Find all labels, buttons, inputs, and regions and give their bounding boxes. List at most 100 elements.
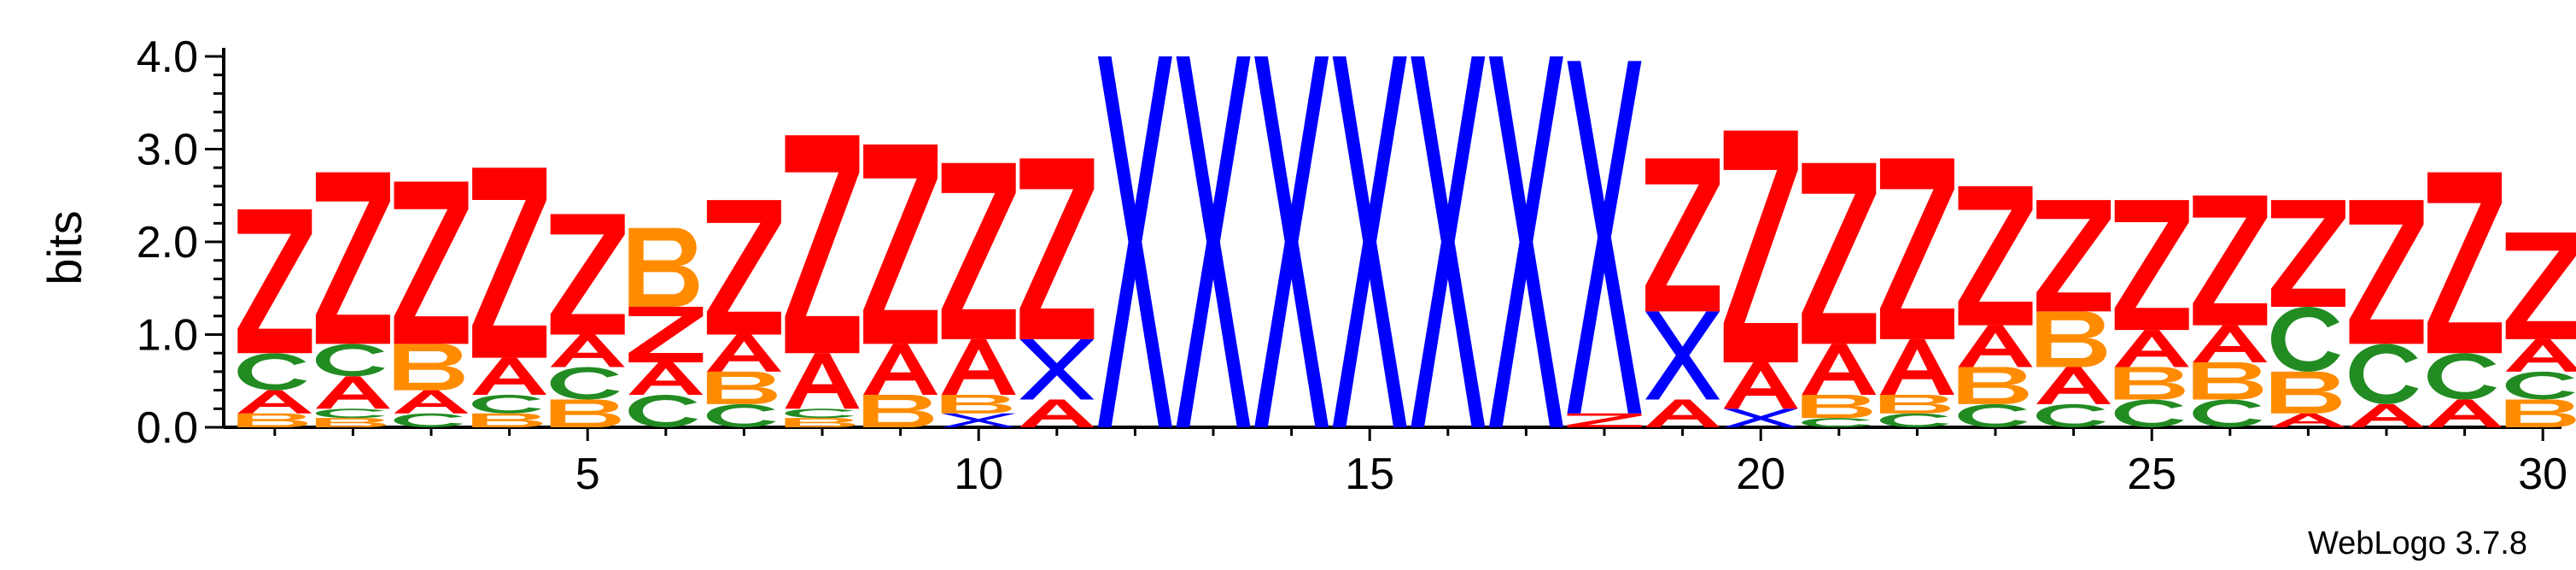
logo-column-27 [2270, 200, 2345, 427]
weblogo-credit: WebLogo 3.7.8 [2308, 526, 2527, 561]
logo-letter-Z [941, 162, 1016, 339]
logo-letter-A [315, 376, 390, 409]
x-tick-label: 10 [954, 450, 1003, 499]
logo-column-24 [2036, 200, 2112, 427]
logo-column-11 [1019, 158, 1095, 427]
logo-letter-B [706, 371, 777, 404]
logo-column-30 [2505, 232, 2576, 427]
logo-letter-C [550, 367, 620, 400]
logo-letter-C [628, 395, 698, 427]
logo-letter-A [2036, 367, 2112, 404]
logo-letter-Z [472, 167, 547, 358]
logo-letter-B [863, 395, 934, 427]
logo-column-25 [2114, 200, 2189, 427]
logo-letter-A [394, 390, 469, 414]
logo-letter-C [785, 408, 855, 419]
logo-column-28 [2349, 200, 2424, 427]
logo-letter-Z [785, 135, 860, 354]
logo-letter-B [237, 413, 308, 427]
logo-letter-Z [863, 144, 938, 344]
logo-column-16 [1411, 56, 1486, 427]
logo-column-26 [2193, 195, 2268, 427]
logo-letter-A [941, 338, 1016, 396]
logo-letter-C [1958, 403, 2028, 427]
logo-letter-B [2270, 371, 2341, 414]
logo-letter-Z [315, 172, 390, 344]
x-axis: 5 10 15 20 25 30 [224, 426, 2567, 499]
logo-letter-C [315, 408, 385, 419]
logo-column-15 [1332, 56, 1407, 427]
y-axis: 0.0 1.0 2.0 3.0 4.0 [137, 32, 225, 453]
logo-letter-Z [2505, 232, 2576, 339]
logo-column-12 [1097, 56, 1172, 427]
logo-letter-Z [2193, 195, 2268, 326]
logo-letter-B [550, 399, 621, 427]
logo-letter-B [472, 413, 543, 427]
logo-column-2 [315, 172, 390, 427]
logo-letter-X [1723, 408, 1798, 427]
logo-column-7 [706, 200, 781, 427]
y-axis-label: bits [38, 210, 91, 285]
x-tick-label: 20 [1736, 450, 1785, 499]
logo-letter-A [1879, 338, 1954, 396]
logo-letter-B [2036, 311, 2107, 367]
logo-column-9 [863, 144, 938, 427]
logo-letter-A [785, 353, 860, 409]
logo-letter-B [628, 227, 699, 307]
logo-letter-B [785, 418, 856, 427]
logo-letter-X [1645, 311, 1720, 400]
logo-letter-C [1802, 418, 1872, 427]
x-tick-label: 30 [2518, 450, 2567, 499]
logo-letter-A [628, 362, 704, 396]
logo-column-20 [1723, 130, 1798, 427]
logo-letter-A [863, 344, 938, 396]
logo-letter-Z [628, 306, 704, 363]
logo-letter-X [1411, 56, 1486, 427]
logo-letter-C [2505, 371, 2575, 400]
logo-letter-C [1879, 413, 1949, 427]
logo-letter-A [1958, 325, 2033, 367]
logo-letter-B [315, 418, 386, 427]
logo-letter-Z [237, 209, 313, 354]
y-tick-label: 1.0 [137, 311, 198, 361]
logo-letter-X [1097, 56, 1172, 427]
logo-letter-B [1958, 367, 2029, 404]
logo-letter-A [706, 334, 781, 372]
logo-letter-B [1802, 395, 1872, 419]
logo-letter-C [2036, 403, 2106, 427]
logo-letter-Z [2427, 172, 2503, 354]
logo-column-17 [1488, 56, 1563, 427]
logo-letter-A [1802, 344, 1877, 396]
logo-letter-C [237, 353, 307, 391]
logo-letter-A [1645, 399, 1720, 427]
logo-letter-C [2270, 306, 2340, 372]
logo-column-4 [472, 167, 547, 427]
x-tick-label: 15 [1345, 450, 1394, 499]
logo-letter-A [2114, 330, 2189, 367]
logo-column-21 [1802, 162, 1877, 427]
logo-letter-A [2270, 413, 2345, 427]
logo-column-22 [1879, 158, 1954, 427]
logo-letter-C [394, 413, 464, 427]
logo-letter-B [941, 395, 1012, 414]
logo-column-5 [550, 214, 625, 427]
y-tick-label: 3.0 [137, 126, 198, 175]
logo-letter-Z [550, 214, 625, 335]
logo-letter-C [2427, 353, 2497, 400]
logo-letter-Z [2036, 200, 2112, 312]
logo-letter-Z [1958, 185, 2033, 326]
logo-letter-C [315, 344, 385, 377]
logo-letter-A [472, 357, 547, 396]
logo-letter-X [1019, 338, 1095, 400]
logo-letter-Z [2270, 200, 2345, 307]
logo-letter-A [2193, 325, 2268, 363]
logo-letter-B [2114, 367, 2185, 400]
logo-letter-C [2193, 399, 2263, 427]
logo-letter-Z [706, 200, 781, 335]
logo-column-18 [1567, 61, 1642, 427]
logo-letter-A [2505, 338, 2576, 372]
logo-letter-Z [2114, 200, 2189, 331]
logo-column-19 [1645, 158, 1720, 427]
logo-letter-B [1879, 395, 1950, 414]
logo-letter-X [1176, 56, 1251, 427]
